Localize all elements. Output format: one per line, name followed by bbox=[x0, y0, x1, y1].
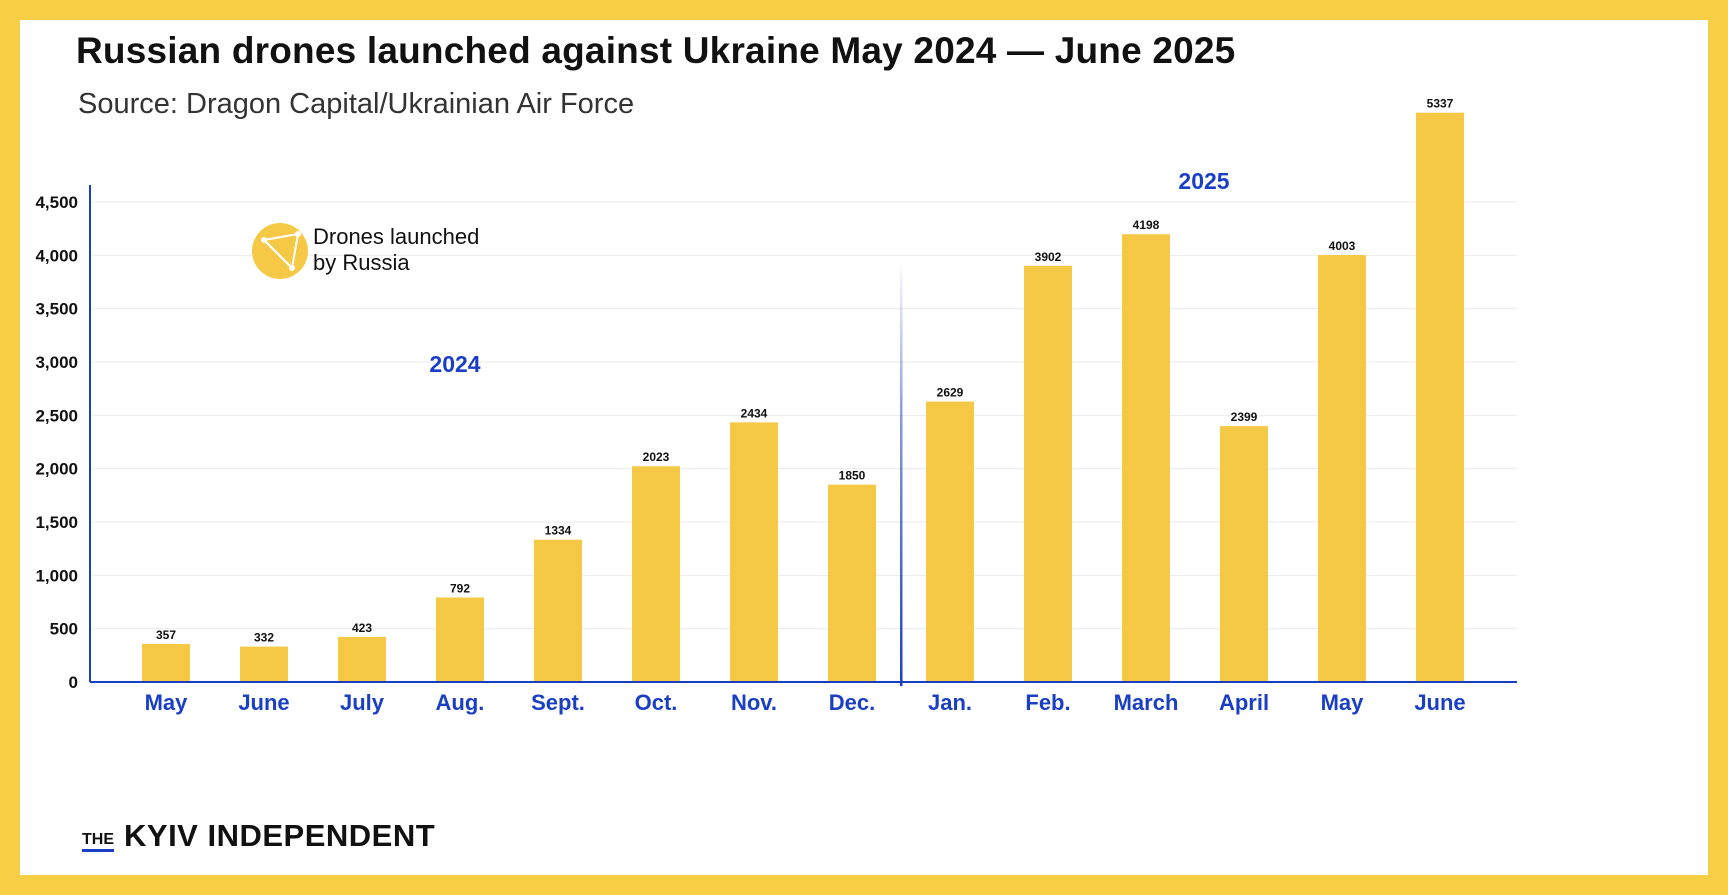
x-tick-label: Feb. bbox=[1025, 690, 1070, 715]
y-tick-label: 2,500 bbox=[35, 406, 78, 425]
x-tick-label: June bbox=[238, 690, 289, 715]
legend-label-line2: by Russia bbox=[313, 250, 410, 275]
y-tick-label: 3,500 bbox=[35, 300, 78, 319]
x-tick-label: May bbox=[1321, 690, 1365, 715]
chart-subtitle: Source: Dragon Capital/Ukrainian Air For… bbox=[78, 88, 635, 120]
y-tick-label: 1,000 bbox=[35, 566, 78, 585]
bar-value-label: 2629 bbox=[937, 386, 964, 400]
bar-chart: 0 500 1,000 1,500 2,000 2,500 3,000 3,500 4,000 4… bbox=[35, 97, 1517, 715]
bar-value-label: 4003 bbox=[1329, 239, 1356, 253]
bar-value-label: 332 bbox=[254, 631, 274, 645]
bar bbox=[730, 422, 778, 682]
x-tick-label: Dec. bbox=[829, 690, 875, 715]
bar-value-label: 1850 bbox=[839, 469, 866, 483]
x-tick-label: April bbox=[1219, 690, 1269, 715]
bar-value-label: 2434 bbox=[741, 406, 768, 420]
legend: Drones launched by Russia bbox=[252, 223, 479, 279]
drone-icon bbox=[252, 223, 308, 279]
bar-value-label: 792 bbox=[450, 582, 470, 596]
x-tick-label: Nov. bbox=[731, 690, 777, 715]
bar-value-label: 3902 bbox=[1035, 250, 1062, 264]
bar-value-label: 5337 bbox=[1427, 97, 1454, 111]
bar bbox=[1220, 426, 1268, 682]
bar bbox=[1024, 265, 1072, 682]
x-tick-label: Jan. bbox=[928, 690, 972, 715]
footer-logo: THE KYIV INDEPENDENT bbox=[82, 820, 435, 852]
bar bbox=[926, 401, 974, 682]
bar-value-label: 2399 bbox=[1231, 410, 1258, 424]
bar bbox=[828, 484, 876, 682]
bar bbox=[436, 597, 484, 682]
year-divider bbox=[900, 258, 903, 686]
legend-label-line1: Drones launched bbox=[313, 224, 479, 249]
chart-card: Russian drones launched against Ukraine … bbox=[20, 20, 1708, 875]
bar-value-label: 357 bbox=[156, 628, 176, 642]
bar-value-label: 2023 bbox=[643, 450, 670, 464]
y-tick-label: 500 bbox=[50, 620, 78, 639]
bar bbox=[1318, 255, 1366, 682]
x-tick-label: Aug. bbox=[436, 690, 485, 715]
bar bbox=[142, 643, 190, 682]
bar bbox=[1122, 234, 1170, 683]
x-tick-label: Oct. bbox=[635, 690, 678, 715]
bar bbox=[240, 646, 288, 682]
bar bbox=[534, 539, 582, 682]
year-label-2025: 2025 bbox=[1178, 168, 1229, 194]
bar-value-label: 4198 bbox=[1133, 218, 1160, 232]
bar bbox=[632, 466, 680, 682]
x-tick-label: June bbox=[1414, 690, 1465, 715]
x-tick-label: July bbox=[340, 690, 385, 715]
y-tick-label: 4,500 bbox=[35, 193, 78, 212]
logo-the: THE bbox=[82, 831, 114, 852]
y-tick-label: 3,000 bbox=[35, 353, 78, 372]
y-tick-label: 1,500 bbox=[35, 513, 78, 532]
y-tick-label: 4,000 bbox=[35, 246, 78, 265]
bar bbox=[338, 636, 386, 682]
x-tick-label: March bbox=[1114, 690, 1179, 715]
x-tick-label: May bbox=[145, 690, 189, 715]
year-label-2024: 2024 bbox=[429, 351, 480, 377]
y-tick-label: 2,000 bbox=[35, 460, 78, 479]
bar-value-label: 423 bbox=[352, 621, 372, 635]
y-tick-label: 0 bbox=[69, 673, 78, 692]
bar bbox=[1416, 112, 1464, 683]
chart-title: Russian drones launched against Ukraine … bbox=[76, 30, 1236, 71]
logo-name: KYIV INDEPENDENT bbox=[124, 818, 436, 853]
bar-value-label: 1334 bbox=[545, 524, 572, 538]
x-tick-label: Sept. bbox=[531, 690, 585, 715]
